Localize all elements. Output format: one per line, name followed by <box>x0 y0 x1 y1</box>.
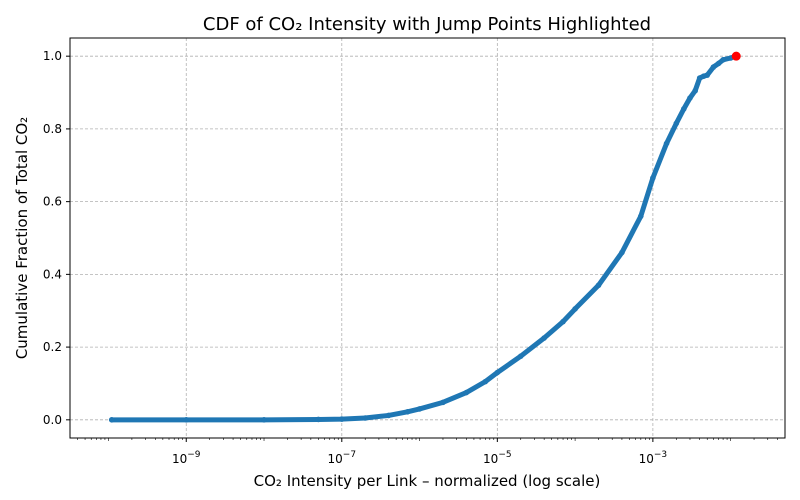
x-tick-label: 10−7 <box>328 450 357 466</box>
chart-title: CDF of CO₂ Intensity with Jump Points Hi… <box>203 14 651 35</box>
y-tick-label: 0.4 <box>43 267 62 281</box>
cdf-point <box>183 417 190 423</box>
cdf-point <box>638 213 644 219</box>
cdf-point <box>416 406 423 412</box>
series-layer <box>108 53 740 423</box>
cdf-point <box>541 335 547 341</box>
cdf-point <box>720 57 726 63</box>
cdf-point <box>482 378 489 385</box>
y-tick-label: 0.8 <box>43 122 62 136</box>
x-tick-label: 10−3 <box>639 450 668 466</box>
cdf-point <box>385 412 392 419</box>
cdf-point <box>494 369 501 376</box>
cdf-point <box>715 60 722 67</box>
cdf-point <box>710 64 717 70</box>
cdf-point <box>681 106 687 112</box>
cdf-point <box>362 415 369 421</box>
x-tick-label: 10−5 <box>483 450 512 466</box>
cdf-point <box>315 416 322 423</box>
x-axis-ticks: 10−9 10−7 10−5 10−3 <box>77 438 778 466</box>
jump-points-layer <box>731 51 741 61</box>
y-axis-ticks: 0.0 0.2 0.4 0.6 0.8 1.0 <box>43 49 70 427</box>
cdf-point <box>560 318 566 325</box>
plot-frame <box>69 37 786 439</box>
cdf-point <box>404 409 411 415</box>
x-tick-label: 10−9 <box>172 450 201 466</box>
cdf-point <box>261 417 267 423</box>
y-tick-label: 1.0 <box>43 49 62 63</box>
cdf-point <box>687 95 693 101</box>
jump-point <box>731 51 741 61</box>
y-tick-label: 0.0 <box>43 413 62 427</box>
cdf-point <box>673 120 680 127</box>
x-axis-label: CO₂ Intensity per Link – normalized (log… <box>254 472 601 490</box>
cdf-point <box>338 416 345 422</box>
cdf-line <box>109 53 739 423</box>
cdf-point <box>595 282 602 289</box>
cdf-point <box>704 72 711 78</box>
cdf-point <box>463 389 470 396</box>
y-tick-label: 0.6 <box>43 195 62 209</box>
cdf-point <box>572 306 578 312</box>
y-tick-label: 0.2 <box>43 340 62 354</box>
grid <box>70 38 785 438</box>
cdf-point <box>440 399 446 406</box>
cdf-point <box>650 175 656 181</box>
cdf-point <box>619 249 625 256</box>
cdf-point <box>108 417 115 423</box>
cdf-point <box>692 87 698 94</box>
y-axis-label: Cumulative Fraction of Total CO₂ <box>13 117 31 359</box>
cdf-point <box>663 140 670 147</box>
cdf-point <box>517 353 524 359</box>
